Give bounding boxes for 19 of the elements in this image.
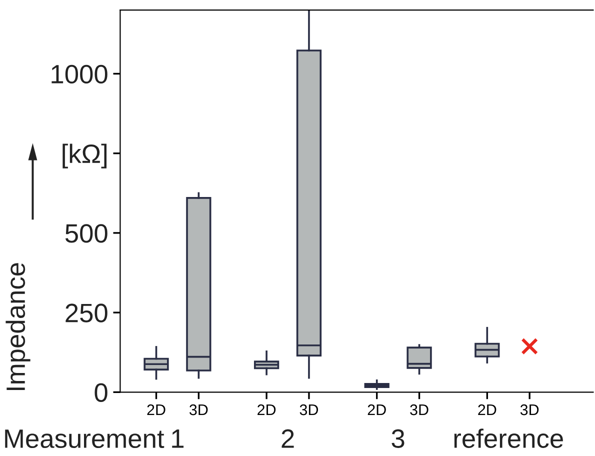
y-tick-label: 500 xyxy=(65,224,108,243)
x-tick-label: 3D xyxy=(520,404,539,416)
text: 3 xyxy=(392,429,404,448)
y-tick-label: 250 xyxy=(66,304,108,322)
text: 1 xyxy=(172,430,184,448)
text: 2 xyxy=(282,429,294,448)
text: reference xyxy=(454,428,563,448)
x-tick-label: 2D xyxy=(258,404,276,416)
x-tick-label: 2D xyxy=(478,404,496,416)
x-tick-label: 3D xyxy=(410,404,428,416)
x-axis-title: Measurement xyxy=(5,430,164,448)
y-tick-label: 0 xyxy=(94,383,108,402)
y-axis-title: Impedance xyxy=(6,263,30,390)
x-tick-label: 3D xyxy=(300,404,318,416)
x-tick-label: 2D xyxy=(147,404,166,416)
y-tick-label: 1000 xyxy=(52,64,108,84)
x-tick-label: 2D xyxy=(368,404,386,416)
x-tick-label: 3D xyxy=(189,404,208,416)
y-tick-label: [kΩ] xyxy=(62,144,107,168)
